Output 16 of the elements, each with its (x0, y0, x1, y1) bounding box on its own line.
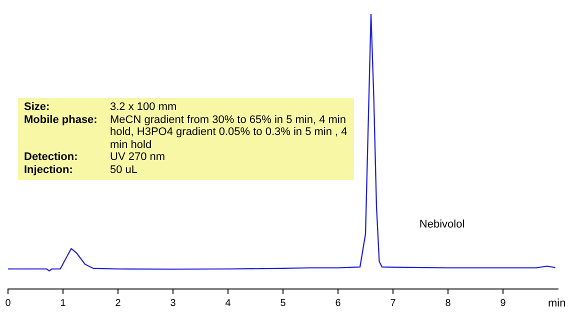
x-axis-title: min (548, 298, 566, 310)
x-tick-label: 8 (445, 298, 452, 309)
x-tick-label: 7 (390, 298, 396, 309)
x-tick-label: 4 (225, 298, 232, 309)
annotation: Mobile phase: MeCN gradient from 30% to 65% in 5 min, 4 min hold, H3PO4 gradient 0.05% to 0.3% in 5 min , 4 min hold (24, 114, 348, 151)
x-tick-label: 1 (60, 298, 66, 309)
annotation: Nebivolol (419, 218, 465, 230)
x-tick-label: 9 (500, 298, 506, 309)
x-tick-label: 3 (170, 298, 176, 309)
x-tick-label: 6 (335, 298, 342, 309)
x-tick-label: 2 (115, 298, 122, 309)
x-tick-label: 0 (5, 298, 12, 309)
x-tick-label: 5 (280, 298, 286, 309)
text: Detection: UV 270 nm (24, 151, 166, 163)
text: Size: 3.2 x 100 mm (24, 101, 177, 113)
text: Injection: 50 uL (24, 164, 138, 176)
